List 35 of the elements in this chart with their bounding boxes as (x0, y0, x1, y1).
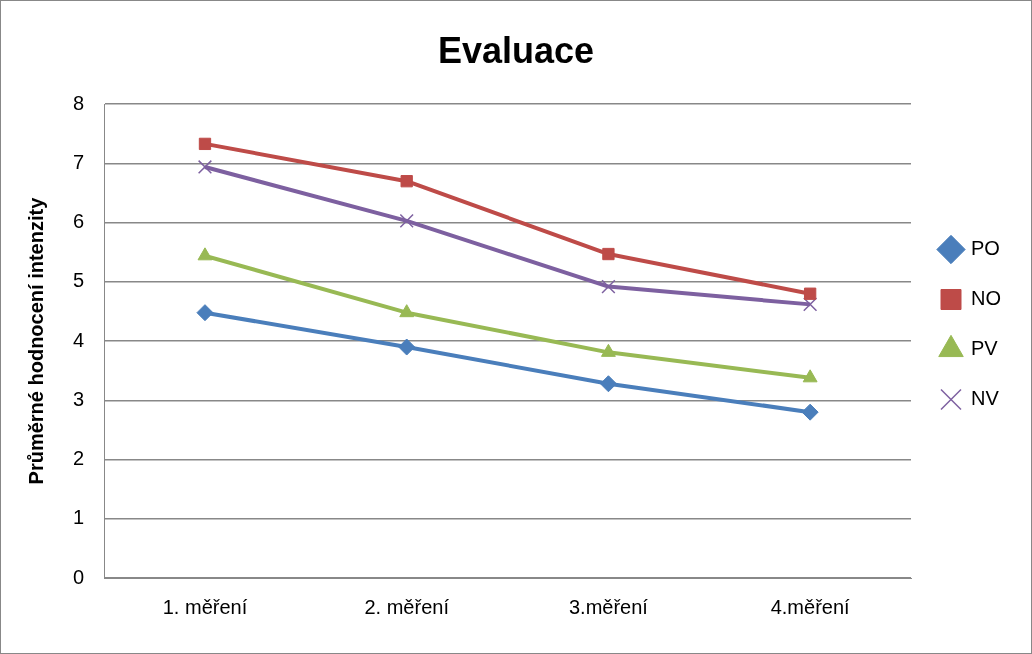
x-tick-label: 4.měření (770, 595, 851, 618)
y-tick-label: 5 (73, 269, 85, 292)
point (398, 338, 416, 356)
y-tick-label: 1 (73, 506, 85, 529)
point (803, 297, 818, 312)
point (399, 304, 415, 318)
y-tick-label: 8 (73, 91, 85, 114)
y-axis-title: Průměrné hodnocení intenzity (24, 196, 47, 485)
x-tick-label: 3.měření (568, 595, 649, 618)
point (600, 343, 616, 357)
y-tick-label: 2 (73, 447, 85, 470)
chart-title: Evaluace (437, 29, 595, 71)
legend-label: PV (971, 337, 999, 360)
point (197, 247, 213, 261)
point (399, 213, 414, 228)
y-tick-label: 0 (73, 565, 85, 588)
legend-label: NV (971, 387, 1000, 410)
point (803, 287, 817, 300)
y-tick-label: 7 (73, 150, 85, 173)
legend-label: PO (971, 237, 1000, 260)
point (601, 279, 616, 294)
y-tick-label: 3 (73, 387, 85, 410)
x-tick-label: 1. měření (162, 595, 248, 618)
point (197, 159, 213, 175)
point (196, 304, 214, 322)
point (802, 369, 818, 383)
y-tick-label: 4 (73, 328, 85, 351)
point (602, 247, 615, 261)
legend-label: NO (971, 287, 1001, 310)
point (198, 137, 212, 151)
point (599, 375, 617, 393)
point (400, 175, 413, 188)
point (801, 403, 819, 421)
y-tick-label: 6 (73, 210, 85, 233)
x-tick-label: 2. měření (364, 595, 450, 618)
